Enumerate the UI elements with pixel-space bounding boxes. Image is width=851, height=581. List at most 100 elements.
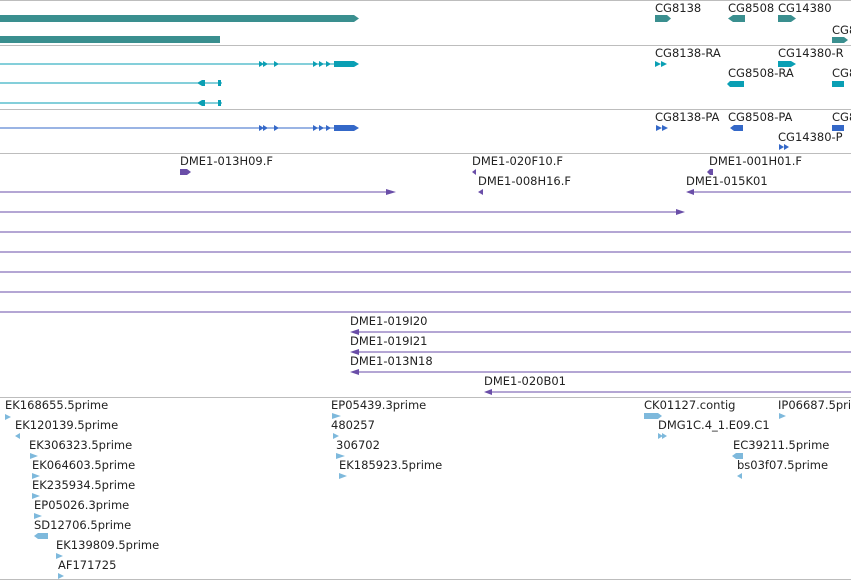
gene-feature[interactable] [0,15,354,22]
est-label[interactable]: 480257 [331,418,375,432]
transcript-exon[interactable] [218,80,221,86]
transcript-label[interactable]: CG8138-RA [655,46,721,60]
est-arrow[interactable] [56,553,63,559]
transcript-exon[interactable] [218,100,221,106]
exon-arrow [274,61,279,67]
gene-label[interactable]: CG8 [832,23,851,37]
est-arrow[interactable] [658,433,663,439]
transcript-exon[interactable] [202,80,205,86]
est-label[interactable]: EK120139.5prime [15,418,119,432]
gene-feature[interactable] [778,15,791,22]
est-label[interactable]: EP05026.3prime [34,498,130,512]
est-label[interactable]: AF171725 [58,558,117,572]
est-arrow[interactable] [34,513,42,519]
est-label[interactable]: bs03f07.5prime [737,458,829,472]
est-arrow[interactable] [32,493,40,499]
est-arrow[interactable] [658,413,662,419]
est-label[interactable]: EK306323.5prime [29,438,133,452]
exon-arrow [259,61,264,67]
est-arrow[interactable] [34,533,38,539]
est-arrow[interactable] [15,433,20,439]
clone-label[interactable]: DME1-019I20 [350,314,428,328]
exon-arrow [319,61,324,67]
clone-label[interactable]: DME1-019I21 [350,334,428,348]
gene-label[interactable]: CG8138 [655,1,702,15]
transcript-exon[interactable] [832,81,844,87]
protein-label[interactable]: CG8138-PA [655,110,720,124]
exon-arrow [197,100,202,106]
clone-strand-arrow [386,189,396,195]
est-label[interactable]: EC39211.5prime [733,438,830,452]
gene-track-glyphs [0,15,848,43]
est-label[interactable]: EK064603.5prime [32,458,136,472]
est-arrow[interactable] [662,433,667,439]
clone-label[interactable]: DME1-001H01.F [709,154,803,168]
est-label[interactable]: EK139809.5prime [56,538,160,552]
protein-exon[interactable] [334,125,354,131]
est-track-glyphs [5,413,786,579]
est-label[interactable]: IP06687.5prime [778,398,851,412]
est-arrow[interactable] [333,433,339,439]
transcript-track-glyphs [0,61,844,106]
exon-arrow [197,80,202,86]
transcript-exon[interactable] [730,81,744,87]
est-arrow[interactable] [737,473,742,479]
est-arrow[interactable] [32,473,40,479]
transcript-label[interactable]: CG8 [832,66,851,80]
est-label[interactable]: CK01127.contig [644,398,736,412]
est-block[interactable] [644,413,658,419]
exon-arrow [319,125,324,131]
clone-strand-arrow [707,169,710,175]
track-divider [0,153,851,154]
protein-label[interactable]: CG8 [832,110,851,124]
clone-label[interactable]: DME1-015K01 [686,174,768,188]
transcript-exon[interactable] [334,61,354,67]
est-label[interactable]: DMG1C.4_1.E09.C1 [658,418,770,432]
est-label[interactable]: EK235934.5prime [32,478,136,492]
exon-arrow [326,125,331,131]
clone-end[interactable] [710,169,713,175]
clone-label[interactable]: DME1-013N18 [350,354,433,368]
est-label[interactable]: EK185923.5prime [339,458,443,472]
est-block[interactable] [736,453,743,459]
clone-label[interactable]: DME1-020B01 [484,374,566,388]
clone-label[interactable]: DME1-020F10.F [472,154,563,168]
protein-label[interactable]: CG14380-P [778,130,843,144]
transcript-label[interactable]: CG14380-R [778,46,844,60]
est-label[interactable]: EP05439.3prime [331,398,427,412]
est-arrow[interactable] [58,573,64,579]
gene-feature[interactable] [832,37,844,43]
protein-track-glyphs [0,125,844,150]
protein-label[interactable]: CG8508-PA [728,110,793,124]
transcript-label[interactable]: CG8508-RA [728,66,794,80]
clone-end[interactable] [180,169,187,175]
protein-exon[interactable] [832,125,844,131]
exon-arrow [661,61,667,67]
exon-arrow [313,125,318,131]
est-label[interactable]: 306702 [336,438,380,452]
gene-label[interactable]: CG8508 [728,1,775,15]
transcript-exon[interactable] [202,100,205,106]
gene-feature[interactable] [0,36,220,43]
est-arrow[interactable] [5,414,11,420]
clone-label[interactable]: DME1-008H16.F [478,174,572,188]
gene-feature[interactable] [733,15,745,22]
gene-strand-arrow [844,37,848,43]
est-arrow[interactable] [332,413,341,419]
gene-label[interactable]: CG14380 [778,1,832,15]
exon-arrow [779,144,784,150]
est-arrow[interactable] [30,453,38,459]
clone-label[interactable]: DME1-013H09.F [180,154,274,168]
est-arrow[interactable] [779,413,786,419]
est-label[interactable]: EK168655.5prime [5,398,109,412]
clone-strand-arrow [478,189,483,195]
exon-arrow [662,125,668,131]
est-label[interactable]: SD12706.5prime [34,518,132,532]
protein-exon[interactable] [734,125,743,131]
est-arrow[interactable] [339,473,347,479]
est-arrow[interactable] [732,453,736,459]
est-arrow[interactable] [336,453,345,459]
est-block[interactable] [38,533,48,539]
transcript-exon[interactable] [778,61,791,67]
gene-feature[interactable] [655,15,667,22]
